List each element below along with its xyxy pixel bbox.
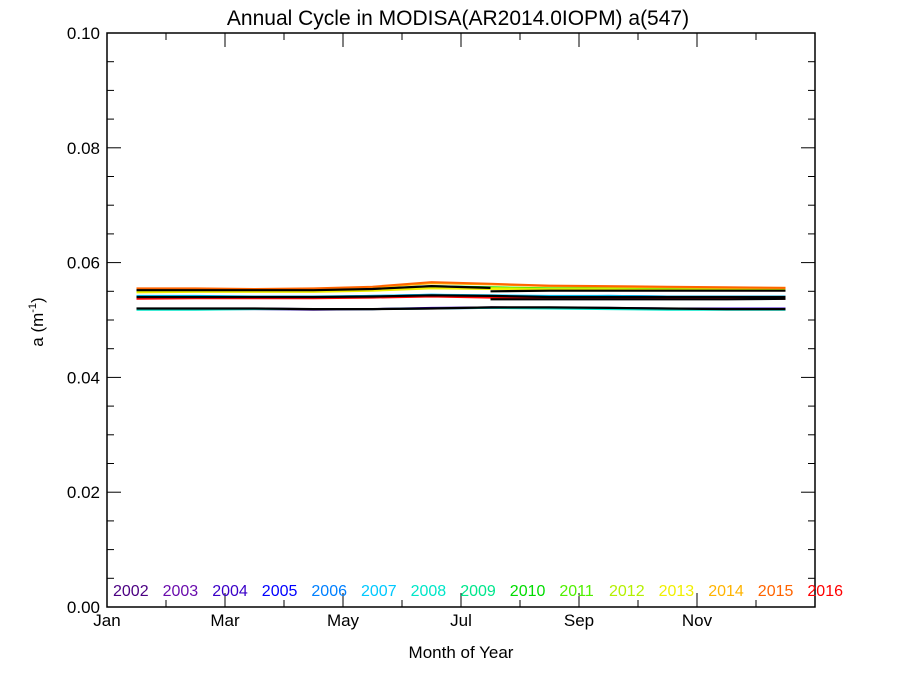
x-tick-label: May bbox=[327, 611, 360, 630]
y-axis-label-superscript: -1 bbox=[27, 303, 39, 313]
y-tick-label: 0.10 bbox=[67, 24, 100, 43]
x-axis-label: Month of Year bbox=[409, 643, 514, 662]
legend-item: 2011 bbox=[559, 583, 594, 600]
legend-item: 2013 bbox=[659, 583, 695, 600]
y-axis-label-main: a (m bbox=[28, 313, 47, 347]
ticks-layer bbox=[106, 32, 816, 608]
legend-item: 2003 bbox=[163, 583, 199, 600]
x-tick-label: Jul bbox=[450, 611, 472, 630]
legend-item: 2004 bbox=[212, 583, 248, 600]
y-axis-label: a (m-1) bbox=[27, 297, 47, 346]
y-tick-label: 0.04 bbox=[67, 368, 100, 387]
series-line bbox=[136, 285, 491, 292]
y-tick-labels: 0.00 0.02 0.04 0.06 0.08 0.10 bbox=[67, 24, 100, 617]
series-line bbox=[136, 281, 786, 290]
legend-item: 2002 bbox=[113, 583, 149, 600]
y-axis-label-close: ) bbox=[28, 297, 47, 303]
legend-item: 2006 bbox=[311, 583, 347, 600]
legend-item: 2010 bbox=[510, 583, 546, 600]
x-tick-label: Mar bbox=[210, 611, 240, 630]
x-tick-label: Jan bbox=[93, 611, 120, 630]
series-line bbox=[136, 306, 786, 311]
legend: 2002 2003 2004 2005 2006 2007 2008 2009 2010 2011… bbox=[113, 583, 843, 600]
y-tick-label: 0.02 bbox=[67, 483, 100, 502]
legend-item: 2007 bbox=[361, 583, 397, 600]
legend-item: 2015 bbox=[758, 583, 794, 600]
chart-title: Annual Cycle in MODISA(AR2014.0IOPM) a(5… bbox=[227, 7, 689, 30]
series-line bbox=[490, 289, 786, 293]
x-tick-label: Nov bbox=[682, 611, 713, 630]
legend-item: 2016 bbox=[807, 583, 843, 600]
series-layer bbox=[136, 281, 786, 311]
legend-item: 2009 bbox=[460, 583, 496, 600]
x-tick-labels: Jan Mar May Jul Sep Nov bbox=[93, 611, 712, 630]
series-line bbox=[136, 294, 786, 299]
series-line bbox=[490, 297, 786, 301]
legend-item: 2014 bbox=[708, 583, 744, 600]
y-tick-label: 0.08 bbox=[67, 139, 100, 158]
legend-item: 2008 bbox=[411, 583, 447, 600]
legend-item: 2012 bbox=[609, 583, 645, 600]
legend-item: 2005 bbox=[262, 583, 298, 600]
plot-frame bbox=[106, 32, 816, 608]
x-tick-label: Sep bbox=[564, 611, 594, 630]
y-tick-label: 0.00 bbox=[67, 598, 100, 617]
y-tick-label: 0.06 bbox=[67, 254, 100, 273]
